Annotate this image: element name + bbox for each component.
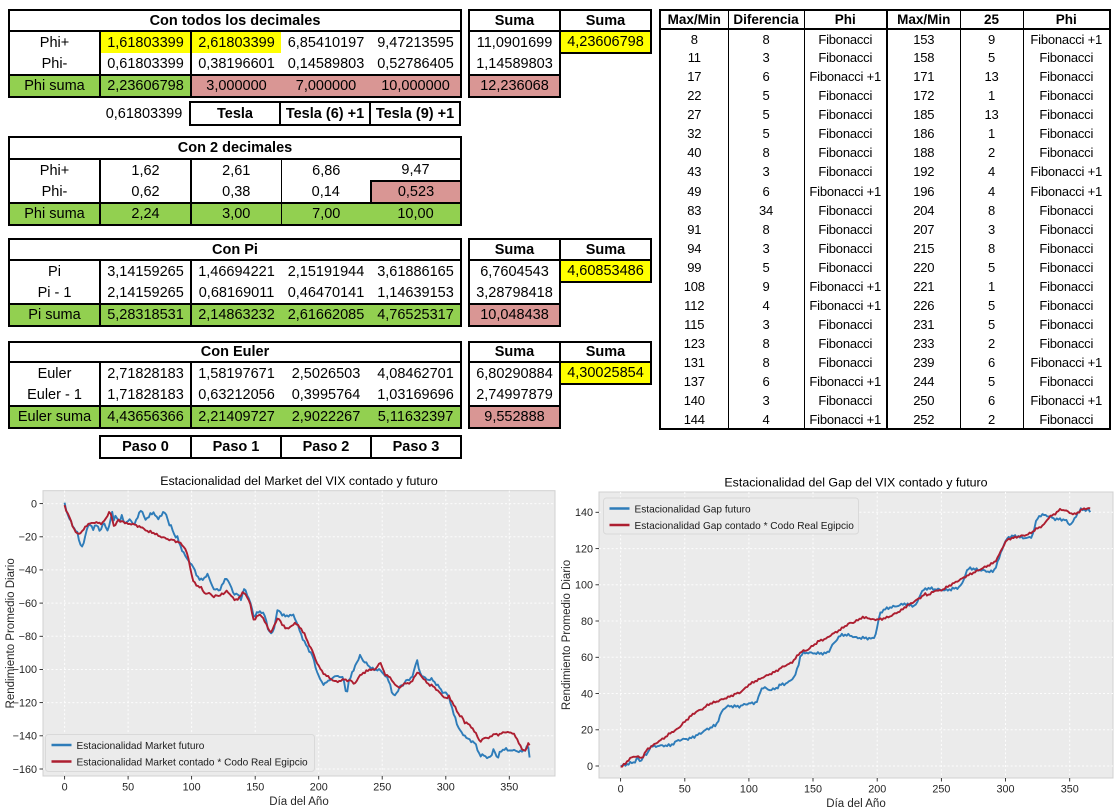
svg-text:20: 20 xyxy=(581,725,593,737)
svg-text:Estacionalidad Market contado: Estacionalidad Market contado * Codo Rea… xyxy=(77,757,309,768)
svg-text:−40: −40 xyxy=(19,565,37,577)
svg-text:Día del Año: Día del Año xyxy=(826,798,885,810)
svg-text:150: 150 xyxy=(804,784,822,796)
svg-text:300: 300 xyxy=(437,782,455,794)
svg-text:Estacionalidad Gap contado * C: Estacionalidad Gap contado * Codo Real E… xyxy=(635,521,855,532)
svg-text:100: 100 xyxy=(740,784,758,796)
svg-text:250: 250 xyxy=(932,784,950,796)
svg-text:60: 60 xyxy=(581,652,593,664)
svg-text:50: 50 xyxy=(122,782,134,794)
svg-text:Estacionalidad Market futuro: Estacionalidad Market futuro xyxy=(77,741,205,752)
svg-text:Estacionalidad Gap futuro: Estacionalidad Gap futuro xyxy=(635,504,752,515)
svg-text:0: 0 xyxy=(62,782,68,794)
svg-text:−100: −100 xyxy=(13,664,37,676)
svg-text:80: 80 xyxy=(581,616,593,628)
svg-text:50: 50 xyxy=(679,784,691,796)
svg-text:Rendimiento Promedio Diario: Rendimiento Promedio Diario xyxy=(561,560,573,710)
svg-text:−120: −120 xyxy=(13,697,37,709)
svg-text:0: 0 xyxy=(618,784,624,796)
svg-text:0: 0 xyxy=(587,761,593,773)
svg-text:100: 100 xyxy=(183,782,201,794)
svg-text:300: 300 xyxy=(996,784,1014,796)
svg-text:−80: −80 xyxy=(19,631,37,643)
svg-text:250: 250 xyxy=(373,782,391,794)
svg-text:40: 40 xyxy=(581,688,593,700)
svg-text:140: 140 xyxy=(575,507,593,519)
svg-text:−140: −140 xyxy=(13,731,37,743)
svg-text:−60: −60 xyxy=(19,598,37,610)
svg-text:200: 200 xyxy=(868,784,886,796)
svg-text:350: 350 xyxy=(500,782,518,794)
svg-text:−20: −20 xyxy=(19,532,37,544)
svg-text:200: 200 xyxy=(310,782,328,794)
svg-text:Rendimiento Promedio Diario: Rendimiento Promedio Diario xyxy=(5,558,17,708)
svg-text:Día del Año: Día del Año xyxy=(269,796,328,808)
svg-text:100: 100 xyxy=(575,580,593,592)
svg-text:120: 120 xyxy=(575,543,593,555)
svg-text:Estacionalidad del Market del: Estacionalidad del Market del VIX contad… xyxy=(160,474,438,488)
svg-text:0: 0 xyxy=(31,498,37,510)
svg-text:Estacionalidad del Gap del VIX: Estacionalidad del Gap del VIX contado y… xyxy=(724,476,987,490)
svg-text:350: 350 xyxy=(1061,784,1079,796)
svg-text:−160: −160 xyxy=(13,764,37,776)
svg-text:150: 150 xyxy=(246,782,264,794)
